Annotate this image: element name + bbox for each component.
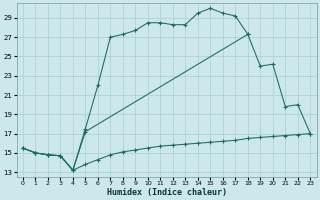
X-axis label: Humidex (Indice chaleur): Humidex (Indice chaleur) xyxy=(107,188,227,197)
